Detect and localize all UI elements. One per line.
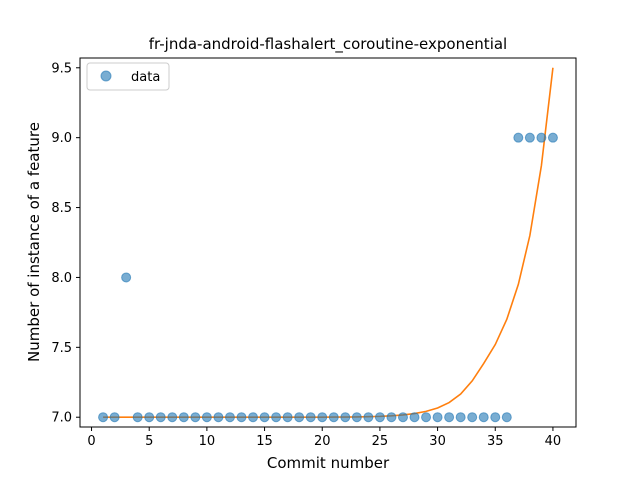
data-point bbox=[144, 412, 155, 423]
x-tick-label: 15 bbox=[256, 434, 273, 449]
y-axis-label: Number of instance of a feature bbox=[25, 122, 43, 362]
data-point bbox=[536, 132, 547, 143]
data-point bbox=[132, 412, 143, 423]
data-point bbox=[178, 412, 189, 423]
y-tick-label: 7.0 bbox=[51, 411, 72, 426]
y-tick-label: 7.5 bbox=[51, 341, 72, 356]
chart-title: fr-jnda-android-flashalert_coroutine-exp… bbox=[149, 35, 507, 54]
data-point bbox=[432, 412, 443, 423]
data-point bbox=[455, 412, 466, 423]
data-point bbox=[547, 132, 558, 143]
x-axis-label: Commit number bbox=[267, 454, 390, 472]
y-tick-label: 8.0 bbox=[51, 271, 72, 286]
data-point bbox=[374, 412, 385, 423]
data-point bbox=[363, 412, 374, 423]
data-point bbox=[98, 412, 109, 423]
fit-line bbox=[103, 67, 554, 419]
legend-frame bbox=[86, 62, 170, 91]
axes: 0 5 10 15 20 25 30 35 40 7.0 7.5 8.0 8.5 9.0 9.5 bbox=[51, 57, 577, 449]
x-tick-label: 35 bbox=[487, 434, 504, 449]
data-point bbox=[259, 412, 270, 423]
data-point bbox=[121, 272, 132, 283]
data-point bbox=[513, 132, 524, 143]
data-point bbox=[421, 412, 432, 423]
data-point bbox=[340, 412, 351, 423]
data-point bbox=[305, 412, 316, 423]
data-point bbox=[248, 412, 259, 423]
data-point bbox=[155, 412, 166, 423]
data-point bbox=[467, 412, 478, 423]
data-point bbox=[271, 412, 282, 423]
x-tick-label: 30 bbox=[429, 434, 446, 449]
y-tick-label: 9.0 bbox=[51, 131, 72, 146]
x-tick-label: 5 bbox=[145, 434, 153, 449]
x-tick-label: 20 bbox=[314, 434, 331, 449]
data-point bbox=[167, 412, 178, 423]
data-point bbox=[409, 412, 420, 423]
x-tick-label: 25 bbox=[372, 434, 389, 449]
axes-frame bbox=[79, 57, 577, 428]
data-point bbox=[478, 412, 489, 423]
legend-label: data bbox=[131, 70, 160, 85]
x-tick-label: 10 bbox=[199, 434, 216, 449]
data-point bbox=[444, 412, 455, 423]
data-point bbox=[213, 412, 224, 423]
data-point bbox=[201, 412, 212, 423]
data-point bbox=[386, 412, 397, 423]
plot-area bbox=[98, 67, 558, 423]
data-point bbox=[317, 412, 328, 423]
y-tick-label: 9.5 bbox=[51, 61, 72, 76]
data-point bbox=[501, 412, 512, 423]
data-point bbox=[190, 412, 201, 423]
data-point bbox=[490, 412, 501, 423]
legend: data bbox=[86, 62, 170, 91]
data-point bbox=[351, 412, 362, 423]
data-point bbox=[224, 412, 235, 423]
data-point bbox=[294, 412, 305, 423]
y-tick-label: 8.5 bbox=[51, 201, 72, 216]
data-point bbox=[328, 412, 339, 423]
data-point bbox=[524, 132, 535, 143]
data-point bbox=[397, 412, 408, 423]
data-point bbox=[109, 412, 120, 423]
x-tick-label: 0 bbox=[87, 434, 95, 449]
data-point bbox=[236, 412, 247, 423]
legend-marker bbox=[100, 70, 112, 82]
data-point bbox=[282, 412, 293, 423]
x-tick-label: 40 bbox=[545, 434, 562, 449]
